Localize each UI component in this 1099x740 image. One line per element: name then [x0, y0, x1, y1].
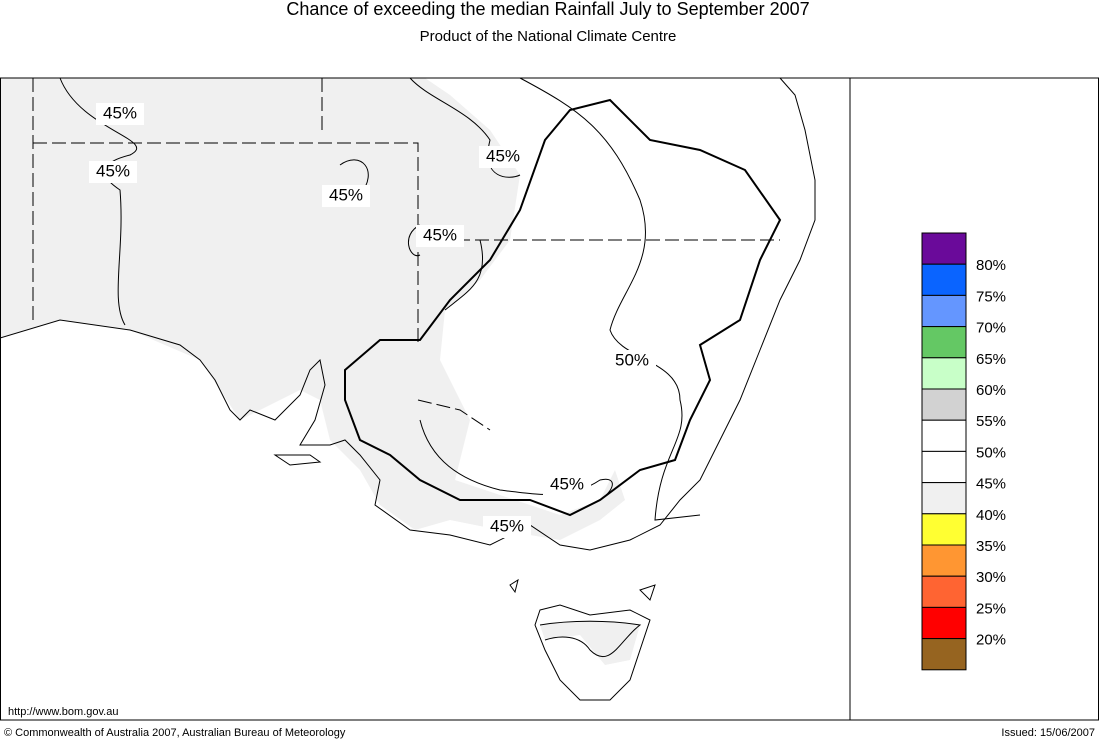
tasmania — [534, 604, 651, 701]
island — [509, 578, 656, 601]
legend-label: 55% — [976, 413, 1006, 430]
contour-label: 45% — [96, 161, 130, 180]
legend-swatch — [921, 357, 967, 390]
label-bg — [479, 146, 527, 168]
legend-label: 60% — [976, 382, 1006, 399]
label-bg — [89, 161, 137, 183]
legend-label: 80% — [976, 257, 1006, 274]
legend: 80% 75% 70% 65% 60% 55% 50% 45% 40% 35% 30% 25% 20% — [921, 232, 1006, 671]
subtitle: Product of the National Climate Centre — [420, 28, 677, 45]
state-border — [32, 78, 780, 431]
legend-label: 25% — [976, 600, 1006, 617]
shaded-area — [0, 78, 625, 540]
legend-swatch — [921, 606, 967, 640]
legend-swatch — [921, 513, 967, 546]
legend-swatch — [921, 482, 967, 515]
legend-label: 20% — [976, 632, 1006, 649]
copyright: © Commonwealth of Australia 2007, Austra… — [4, 727, 346, 739]
legend-swatch — [921, 263, 967, 296]
coastline — [0, 77, 816, 551]
contour-label: 45% — [329, 185, 363, 204]
legend-swatch — [921, 638, 967, 671]
legend-label: 75% — [976, 288, 1006, 305]
legend-label: 65% — [976, 351, 1006, 368]
legend-label: 35% — [976, 538, 1006, 555]
legend-swatch — [921, 388, 967, 421]
island — [273, 454, 322, 466]
issued: Issued: 15/06/2007 — [1001, 727, 1095, 739]
legend-swatch — [921, 294, 967, 328]
label-bg — [416, 225, 464, 247]
contour-label: 45% — [423, 225, 457, 244]
legend-label: 40% — [976, 507, 1006, 524]
label-bg — [322, 185, 370, 207]
label-bg — [608, 350, 656, 372]
legend-swatch — [921, 419, 967, 452]
contour-label: 45% — [103, 103, 137, 122]
legend-swatch — [921, 326, 967, 359]
legend-label: 50% — [976, 444, 1006, 461]
legend-swatch — [921, 232, 967, 265]
label-bg — [96, 103, 144, 125]
contour-label: 45% — [550, 474, 584, 493]
contour-labels: 45% 45% 45% 45% 45% 50% 45% 45% — [89, 103, 656, 538]
legend-swatch — [921, 450, 967, 484]
legend-swatch — [921, 575, 967, 608]
legend-label: 70% — [976, 320, 1006, 337]
title: Chance of exceeding the median Rainfall … — [286, 0, 809, 19]
map — [0, 77, 816, 701]
legend-label: 45% — [976, 476, 1006, 493]
label-bg — [483, 516, 531, 538]
contour-label: 50% — [615, 350, 649, 369]
legend-swatch — [921, 544, 967, 577]
url: http://www.bom.gov.au — [8, 706, 118, 718]
legend-label: 30% — [976, 569, 1006, 586]
shaded-area — [540, 620, 640, 665]
basin-boundary — [344, 98, 782, 517]
label-bg — [543, 474, 591, 496]
contour-label: 45% — [490, 516, 524, 535]
contour-label: 45% — [486, 146, 520, 165]
